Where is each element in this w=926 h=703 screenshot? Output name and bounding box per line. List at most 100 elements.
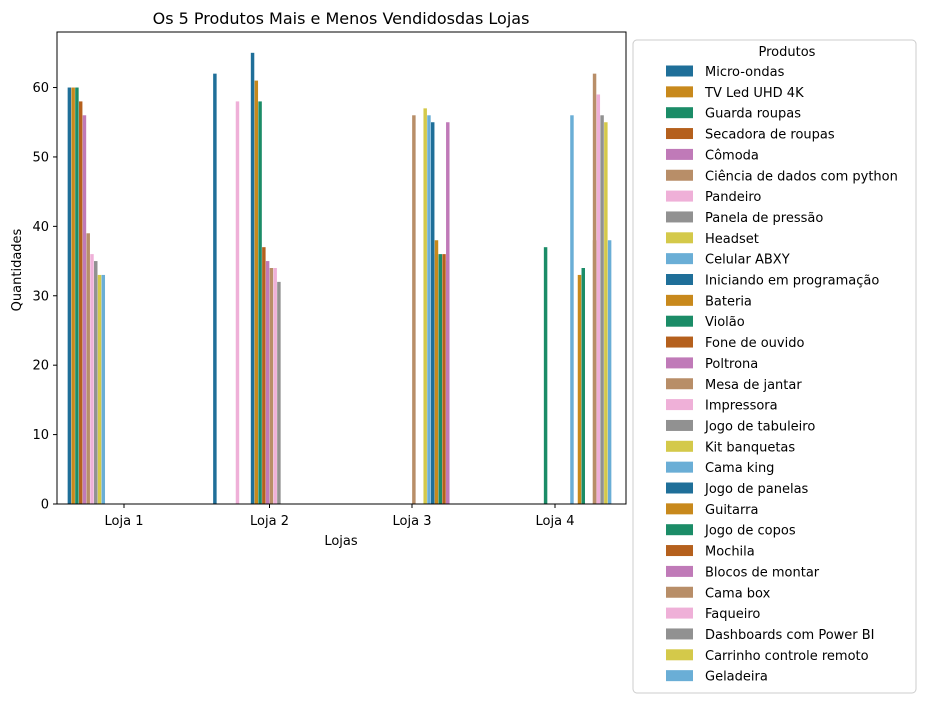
bar: [258, 101, 262, 504]
y-tick-label: 30: [32, 289, 49, 304]
bar: [90, 254, 94, 504]
legend-swatch: [666, 211, 693, 223]
plot-frame: [56, 31, 627, 505]
legend: Produtos Micro-ondas TV Led UHD 4K Guarda …: [632, 39, 917, 694]
bar: [581, 268, 585, 504]
legend-entry: Blocos de montar: [705, 565, 820, 580]
legend-entry: Mesa de jantar: [705, 378, 802, 393]
legend-swatch: [666, 503, 693, 515]
y-tick-label: 60: [32, 81, 49, 96]
legend-swatch: [666, 378, 693, 390]
legend-entry: Guitarra: [705, 503, 758, 518]
legend-entry: Mochila: [705, 545, 755, 560]
bar: [269, 268, 274, 504]
legend-entry: Micro-ondas: [705, 65, 785, 80]
legend-swatch: [666, 107, 693, 119]
legend-entry: Fone de ouvido: [705, 336, 804, 351]
legend-swatch: [666, 649, 693, 661]
y-tick-label: 10: [32, 428, 49, 443]
bar: [592, 73, 597, 505]
x-tick-label: Loja 2: [250, 514, 289, 529]
bar: [570, 115, 574, 504]
legend-entry: Cama king: [705, 461, 774, 476]
bar: [78, 101, 83, 504]
legend-entry: Guarda roupas: [705, 107, 801, 122]
bar: [265, 261, 270, 504]
legend-entry: Jogo de copos: [704, 524, 796, 539]
legend-entry: TV Led UHD 4K: [704, 86, 804, 101]
bar: [101, 274, 106, 504]
legend-swatch: [666, 294, 693, 306]
y-tick-label: 50: [32, 150, 49, 165]
bar: [423, 108, 427, 504]
x-tick-label: Loja 1: [105, 514, 144, 529]
legend-swatch: [666, 232, 693, 244]
bar: [596, 94, 601, 504]
legend-title: Produtos: [759, 45, 816, 60]
legend-swatch: [666, 482, 693, 494]
bar: [434, 240, 439, 505]
bar: [86, 233, 90, 505]
legend-swatch: [666, 524, 693, 536]
legend-entry: Pandeiro: [705, 190, 761, 205]
legend-entry: Poltrona: [705, 357, 758, 372]
bar: [213, 73, 217, 505]
legend-entry: Impressora: [705, 399, 778, 414]
legend-swatch: [666, 148, 693, 160]
legend-entry: Jogo de panelas: [704, 482, 809, 497]
legend-entry: Ciência de dados com python: [705, 169, 898, 184]
legend-entry: Cômoda: [705, 148, 759, 163]
bar: [543, 247, 548, 504]
legend-swatch: [666, 419, 693, 431]
y-axis-label: Quantidades: [10, 228, 25, 311]
bar: [446, 261, 450, 504]
plot-area: 0 10 20 30 40 50 60 Loja 1 Loja 2 Loja 3 Loja 4: [32, 31, 627, 529]
legend-swatch: [666, 607, 693, 619]
legend-frame: [632, 39, 917, 694]
legend-swatch: [666, 65, 693, 77]
bar: [273, 268, 277, 504]
legend-swatch: [666, 461, 693, 473]
legend-swatch: [666, 315, 693, 327]
x-tick-label: Loja 4: [536, 514, 575, 529]
legend-swatch: [666, 440, 693, 452]
legend-swatch: [666, 336, 693, 348]
legend-swatch: [666, 545, 693, 557]
legend-entry: Carrinho controle remoto: [705, 649, 869, 664]
legend-entry: Iniciando em programação: [705, 274, 879, 289]
legend-entry: Panela de pressão: [705, 211, 823, 226]
bar: [67, 87, 72, 504]
legend-swatch: [666, 86, 693, 98]
y-tick-label: 40: [32, 220, 49, 235]
x-axis-label: Lojas: [324, 534, 358, 549]
legend-entry: Secadora de roupas: [705, 128, 835, 143]
legend-swatch: [666, 253, 693, 265]
legend-entry: Kit banquetas: [705, 440, 795, 455]
legend-swatch: [666, 399, 693, 411]
legend-entry: Celular ABXY: [705, 253, 790, 268]
y-tick-label: 20: [32, 359, 49, 374]
legend-swatch: [666, 357, 693, 369]
legend-entry: Headset: [705, 232, 759, 247]
legend-swatch: [666, 670, 693, 682]
bar: [277, 281, 281, 504]
bar: [262, 247, 266, 504]
y-tick-label: 0: [41, 498, 49, 513]
legend-entry: Bateria: [705, 294, 752, 309]
bar: [438, 254, 442, 504]
bar: [427, 115, 431, 504]
bar: [412, 115, 416, 504]
bar: [97, 274, 102, 504]
bar: [607, 240, 612, 505]
bar: [94, 261, 98, 504]
legend-entry: Faqueiro: [705, 607, 760, 622]
bar: [442, 254, 446, 504]
legend-entry: Geladeira: [705, 670, 768, 685]
legend-swatch: [666, 190, 693, 202]
bar: [430, 122, 435, 505]
legend-entry: Violão: [705, 315, 745, 330]
bar: [600, 115, 604, 504]
legend-entry: Jogo de tabuleiro: [704, 419, 815, 434]
legend-swatch: [666, 128, 693, 140]
bar: [604, 122, 608, 505]
